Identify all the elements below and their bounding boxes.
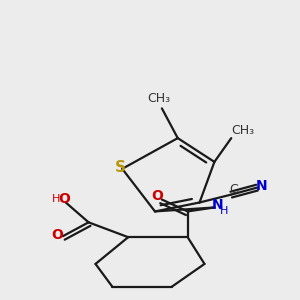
- Text: H: H: [52, 194, 60, 203]
- Text: S: S: [115, 160, 126, 175]
- Text: H: H: [220, 206, 229, 216]
- Text: CH₃: CH₃: [147, 92, 170, 105]
- Text: O: O: [58, 191, 70, 206]
- Text: O: O: [51, 228, 63, 242]
- Text: N: N: [212, 199, 223, 212]
- Text: C: C: [229, 183, 238, 196]
- Text: CH₃: CH₃: [232, 124, 255, 137]
- Text: N: N: [256, 179, 268, 193]
- Text: O: O: [151, 189, 163, 202]
